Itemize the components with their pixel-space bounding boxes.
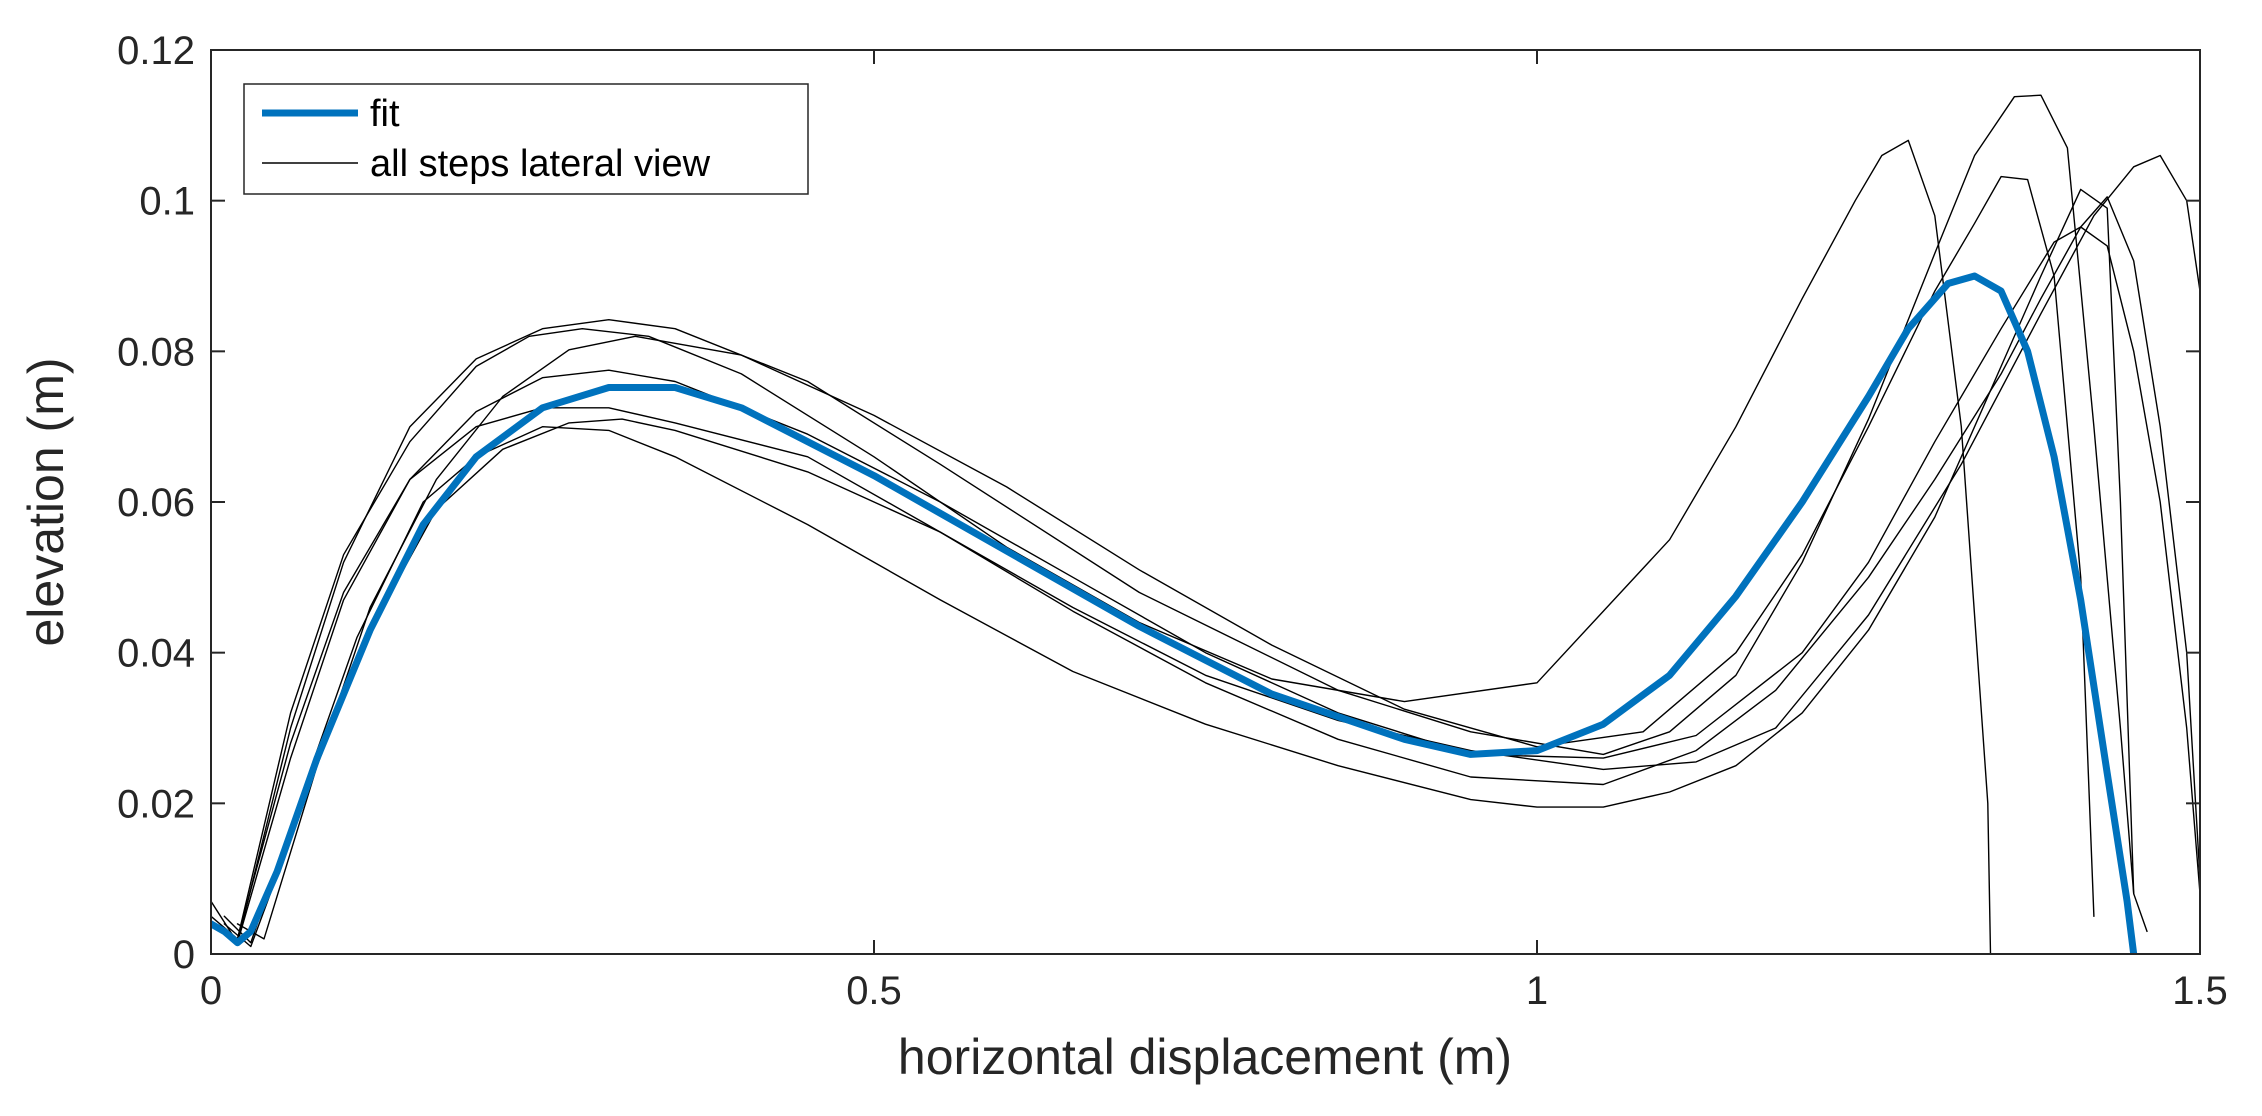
x-tick-label: 0 — [200, 969, 222, 1013]
y-tick-label: 0.12 — [117, 29, 195, 73]
series-line-step — [211, 139, 1992, 954]
series-line-step — [236, 196, 2200, 940]
series-line-step — [211, 226, 2200, 940]
legend-label-steps: all steps lateral view — [370, 143, 711, 185]
y-tick-label: 0.1 — [139, 180, 195, 224]
y-axis: 0 0.02 0.04 0.06 0.08 0.1 0.12 — [117, 29, 2200, 977]
x-axis: 0 0.5 1 1.5 — [200, 50, 2228, 1013]
legend-label-fit: fit — [370, 93, 400, 135]
series-layer — [211, 94, 2200, 954]
x-axis-title: horizontal displacement (m) — [898, 1029, 1512, 1085]
series-line-step — [211, 94, 2148, 944]
y-tick-label: 0.06 — [117, 481, 195, 525]
y-axis-title: elevation (m) — [18, 358, 74, 647]
series-line-step — [223, 175, 2095, 948]
y-tick-label: 0.08 — [117, 330, 195, 374]
x-tick-label: 1 — [1526, 969, 1548, 1013]
series-line-step — [223, 188, 2135, 944]
x-tick-label: 0.5 — [846, 969, 902, 1013]
series-line-fit — [211, 272, 2138, 954]
y-tick-label: 0.04 — [117, 632, 195, 676]
y-tick-label: 0.02 — [117, 782, 195, 826]
legend: fit all steps lateral view — [243, 83, 809, 195]
series-line-step — [211, 154, 2200, 944]
x-tick-label: 1.5 — [2172, 969, 2228, 1013]
legend-box — [243, 83, 809, 195]
y-tick-label: 0 — [173, 933, 195, 977]
